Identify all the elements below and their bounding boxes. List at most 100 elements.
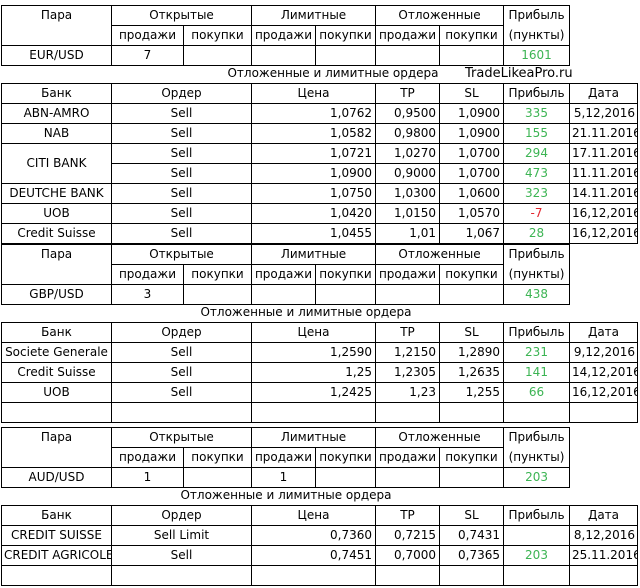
order-cell: Sell — [111, 545, 252, 566]
tp-cell: 1,2150 — [375, 342, 440, 363]
table-row: CITI BANK Sell 1,0721 1,0270 1,0700 294 … — [1, 143, 638, 184]
bank-cell: ABN-AMRO — [1, 103, 112, 124]
order-cell: Sell — [111, 342, 252, 363]
open-buy-value — [183, 467, 252, 488]
limit-sell-value: 1 — [251, 467, 316, 488]
open-sell-header: продажи — [111, 264, 184, 285]
pending-header: Отложенные — [374, 244, 505, 265]
sl-cell: 1,067 — [439, 223, 504, 244]
tp-cell: 0,7000 — [375, 545, 440, 566]
profit-col-header: Прибыль — [503, 83, 570, 104]
bank-header: Банк — [1, 505, 112, 526]
price-cell: 1,0455 — [251, 223, 376, 244]
pending-buy-header: покупки — [438, 447, 505, 468]
pending-buy-value — [438, 467, 505, 488]
price-cell: 1,2590 — [251, 342, 376, 363]
section-title: Отложенные и лимитные ордера — [180, 488, 392, 502]
profit-header: Прибыль — [503, 5, 571, 26]
date-cell: 14,12,2016 — [569, 362, 638, 383]
limit-buy-value — [315, 467, 376, 488]
limit-buy-header: покупки — [315, 25, 376, 46]
table-row: Credit Suisse Sell 1,25 1,2305 1,2635 14… — [1, 362, 638, 383]
date-cell: 21.11.2016 — [569, 123, 638, 144]
limit-sell-value — [251, 284, 316, 305]
profit-cell: 203 — [503, 545, 570, 566]
limit-header: Лимитные — [251, 244, 376, 265]
pending-sell-value — [375, 467, 440, 488]
total-profit-value: 1601 — [503, 45, 571, 66]
order-cell: Sell — [111, 163, 252, 184]
bank-cell: CITI BANK — [1, 143, 112, 184]
price-header: Цена — [251, 83, 376, 104]
sl-header: SL — [439, 83, 504, 104]
table-row: Sell 1,0900 0,9000 1,0700 473 11.11.2016 — [2, 163, 638, 184]
bank-cell: Societe Generale — [1, 342, 112, 363]
limit-sell-header: продажи — [251, 25, 316, 46]
tp-cell: 1,0300 — [375, 183, 440, 204]
order-cell: Sell — [111, 123, 252, 144]
price-cell: 1,0762 — [251, 103, 376, 124]
pair-value: GBP/USD — [1, 284, 112, 305]
profit-cell: 28 — [503, 223, 570, 244]
bank-cell: CREDIT SUISSE — [1, 525, 112, 546]
tp-cell: 1,0150 — [375, 203, 440, 224]
sl-cell: 1,0900 — [439, 123, 504, 144]
order-cell: Sell Limit — [111, 525, 252, 546]
date-header: Дата — [569, 83, 638, 104]
table-row: Credit Suisse Sell 1,0455 1,01 1,067 28 … — [1, 223, 638, 244]
tp-header: TP — [375, 505, 440, 526]
price-cell: 1,25 — [251, 362, 376, 383]
tp-cell: 1,2305 — [375, 362, 440, 383]
sl-header: SL — [439, 322, 504, 343]
price-cell: 1,0582 — [251, 123, 376, 144]
sl-cell: 1,0700 — [439, 143, 504, 164]
bank-cell: DEUTCHE BANK — [1, 183, 112, 204]
sl-cell: 0,7431 — [439, 525, 504, 546]
pending-sell-header: продажи — [375, 25, 440, 46]
date-cell: 16,12,2016 — [569, 223, 638, 244]
date-cell: 25.11.2016 — [569, 545, 638, 566]
profit-cell: 155 — [503, 123, 570, 144]
profit-cell: 473 — [503, 163, 570, 184]
price-cell: 1,0750 — [251, 183, 376, 204]
table-row: ABN-AMRO Sell 1,0762 0,9500 1,0900 335 5… — [1, 103, 638, 124]
profit-cell — [503, 525, 570, 546]
date-header: Дата — [569, 505, 638, 526]
price-cell: 1,0721 — [251, 143, 376, 164]
open-buy-header: покупки — [183, 447, 252, 468]
profit-cell: 231 — [503, 342, 570, 363]
gbpusd-orders-table: Банк Ордер Цена TP SL Прибыль Дата Socie… — [1, 322, 638, 423]
order-cell: Sell — [111, 382, 252, 403]
pair-value: AUD/USD — [1, 467, 112, 488]
site-watermark: TradeLikeaPro.ru — [465, 66, 573, 81]
sl-cell: 1,0570 — [439, 203, 504, 224]
price-cell: 0,7360 — [251, 525, 376, 546]
profit-col-header: Прибыль — [503, 322, 570, 343]
date-cell: 16,12,2016 — [569, 382, 638, 403]
pending-buy-header: покупки — [438, 25, 505, 46]
table-row: UOB Sell 1,2425 1,23 1,255 66 16,12,2016 — [1, 382, 638, 403]
open-sell-value: 3 — [111, 284, 184, 305]
tp-cell: 1,23 — [375, 382, 440, 403]
open-sell-header: продажи — [111, 447, 184, 468]
pending-sell-header: продажи — [375, 264, 440, 285]
table-row: Societe Generale Sell 1,2590 1,2150 1,28… — [1, 342, 638, 363]
open-buy-header: покупки — [183, 264, 252, 285]
pair-header: Пара — [1, 244, 112, 265]
order-cell: Sell — [111, 183, 252, 204]
open-buy-value — [183, 284, 252, 305]
order-header: Ордер — [111, 83, 252, 104]
pair-header: Пара — [1, 427, 112, 448]
pair-header: Пара — [1, 5, 112, 26]
profit-cell: 66 — [503, 382, 570, 403]
pair-value: EUR/USD — [1, 45, 112, 66]
table-row: NAB Sell 1,0582 0,9800 1,0900 155 21.11.… — [1, 123, 638, 144]
points-header: (пункты) — [503, 447, 571, 468]
gbpusd-summary-table: Пара Открытые Лимитные Отложенные Прибыл… — [1, 244, 638, 305]
sl-cell: 1,2635 — [439, 362, 504, 383]
pending-header: Отложенные — [374, 5, 505, 26]
profit-cell: 141 — [503, 362, 570, 383]
date-cell: 16,12,2016 — [569, 203, 638, 224]
profit-header: Прибыль — [503, 427, 571, 448]
tp-cell: 1,0270 — [375, 143, 440, 164]
